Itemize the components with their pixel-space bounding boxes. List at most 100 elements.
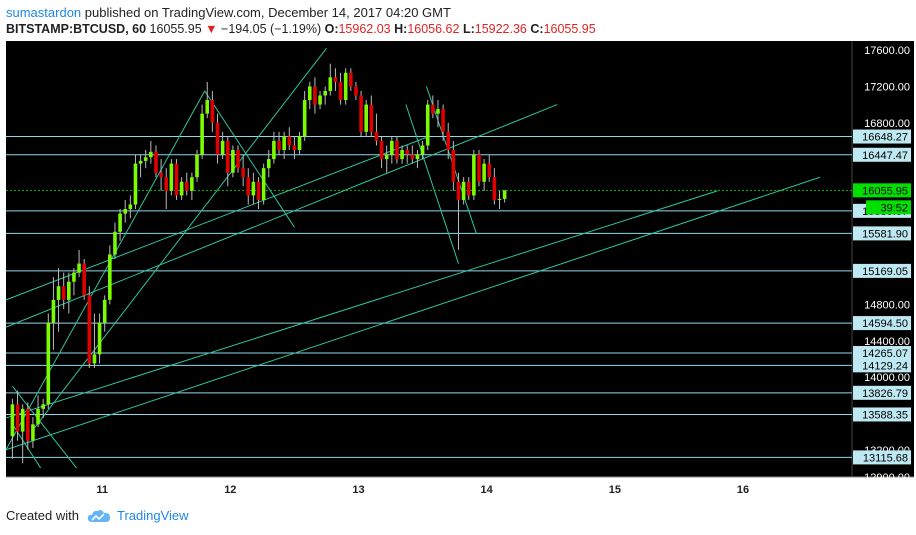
candle[interactable]	[77, 249, 81, 278]
candle[interactable]	[159, 159, 163, 191]
candle[interactable]	[456, 172, 461, 250]
candle[interactable]	[143, 150, 148, 169]
candle[interactable]	[195, 150, 199, 182]
candle[interactable]	[282, 131, 286, 160]
candle[interactable]	[231, 145, 235, 178]
candle[interactable]	[482, 159, 486, 191]
candle[interactable]	[400, 145, 404, 164]
price-chart[interactable]: 17600.00 17200.00 16800.00 14800.00 14400.00…	[0, 40, 916, 500]
candle[interactable]	[441, 104, 445, 141]
candle[interactable]	[318, 90, 322, 110]
candle[interactable]	[138, 154, 143, 178]
candle[interactable]	[364, 100, 368, 137]
candle[interactable]	[149, 140, 153, 164]
candle[interactable]	[113, 222, 117, 259]
candle[interactable]	[205, 81, 210, 119]
candle[interactable]	[82, 259, 86, 300]
candle[interactable]	[72, 268, 76, 296]
candle[interactable]	[451, 140, 456, 191]
candle[interactable]	[431, 95, 435, 119]
candle[interactable]	[323, 86, 327, 105]
candle[interactable]	[118, 209, 122, 241]
price-axis[interactable]	[852, 41, 914, 477]
candle[interactable]	[343, 68, 348, 105]
candle[interactable]	[215, 113, 220, 164]
candle[interactable]	[384, 145, 389, 173]
candle[interactable]	[497, 190, 502, 210]
candle[interactable]	[92, 313, 97, 369]
candle[interactable]	[246, 168, 251, 205]
author-link[interactable]: sumastardon	[6, 5, 82, 20]
candle[interactable]	[164, 168, 169, 210]
candle[interactable]	[51, 277, 56, 350]
candle[interactable]	[10, 398, 15, 459]
candle[interactable]	[328, 63, 333, 96]
candle[interactable]	[20, 404, 25, 464]
candle[interactable]	[277, 131, 281, 155]
candle[interactable]	[359, 90, 363, 137]
candle[interactable]	[200, 104, 204, 160]
candle[interactable]	[410, 145, 415, 164]
candle[interactable]	[420, 140, 425, 160]
candle[interactable]	[461, 177, 466, 205]
candle[interactable]	[236, 145, 240, 173]
candle[interactable]	[67, 272, 71, 314]
candle[interactable]	[56, 268, 61, 332]
candle[interactable]	[287, 127, 292, 150]
candle[interactable]	[174, 159, 179, 200]
candle[interactable]	[154, 145, 158, 178]
candle[interactable]	[379, 136, 384, 169]
candle[interactable]	[415, 150, 420, 169]
candle[interactable]	[292, 136, 297, 160]
candle[interactable]	[492, 168, 497, 205]
candle[interactable]	[333, 68, 338, 91]
candle[interactable]	[349, 68, 353, 91]
time-axis[interactable]	[6, 477, 852, 497]
candle[interactable]	[210, 90, 215, 132]
candle[interactable]	[108, 245, 112, 305]
candle[interactable]	[41, 398, 45, 418]
candle[interactable]	[123, 199, 128, 223]
trendline[interactable]	[5, 190, 718, 419]
candle[interactable]	[297, 131, 302, 155]
candle[interactable]	[302, 90, 307, 141]
candle[interactable]	[36, 395, 40, 428]
candle[interactable]	[436, 100, 440, 128]
candle[interactable]	[313, 77, 317, 114]
candle[interactable]	[25, 402, 30, 450]
candle[interactable]	[87, 286, 92, 368]
candle[interactable]	[446, 122, 451, 160]
candle[interactable]	[390, 136, 394, 164]
candle[interactable]	[133, 154, 138, 210]
tradingview-link[interactable]: TradingView	[116, 508, 189, 523]
candle[interactable]	[220, 131, 225, 160]
candle[interactable]	[251, 172, 256, 205]
candle[interactable]	[97, 313, 102, 364]
candle[interactable]	[169, 159, 174, 196]
candle[interactable]	[374, 113, 379, 146]
candle[interactable]	[425, 100, 430, 150]
trendline[interactable]	[5, 176, 821, 451]
candle[interactable]	[184, 172, 189, 196]
trendline[interactable]	[204, 90, 295, 228]
candle[interactable]	[369, 95, 374, 137]
candle[interactable]	[261, 163, 266, 205]
candle[interactable]	[241, 154, 245, 187]
candle[interactable]	[46, 313, 51, 409]
candle[interactable]	[179, 177, 184, 200]
candle[interactable]	[405, 145, 410, 164]
candle[interactable]	[472, 150, 476, 200]
trendline[interactable]	[31, 47, 327, 432]
trendline[interactable]	[12, 385, 77, 469]
trendline[interactable]	[5, 135, 430, 301]
trendline[interactable]	[425, 86, 477, 234]
trendline[interactable]	[5, 104, 558, 328]
candle[interactable]	[190, 172, 194, 200]
candle[interactable]	[307, 81, 312, 110]
candle[interactable]	[128, 195, 133, 219]
candle[interactable]	[31, 417, 35, 448]
candle[interactable]	[256, 177, 261, 210]
candle[interactable]	[102, 295, 107, 332]
candle[interactable]	[61, 272, 66, 309]
candle[interactable]	[395, 136, 399, 164]
